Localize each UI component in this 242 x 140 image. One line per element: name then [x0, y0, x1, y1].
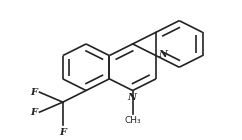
Text: CH₃: CH₃ — [124, 116, 141, 125]
Text: N: N — [127, 93, 136, 102]
Text: N: N — [159, 50, 167, 59]
Text: F: F — [31, 108, 38, 117]
Text: F: F — [31, 88, 38, 97]
Text: F: F — [59, 128, 66, 137]
